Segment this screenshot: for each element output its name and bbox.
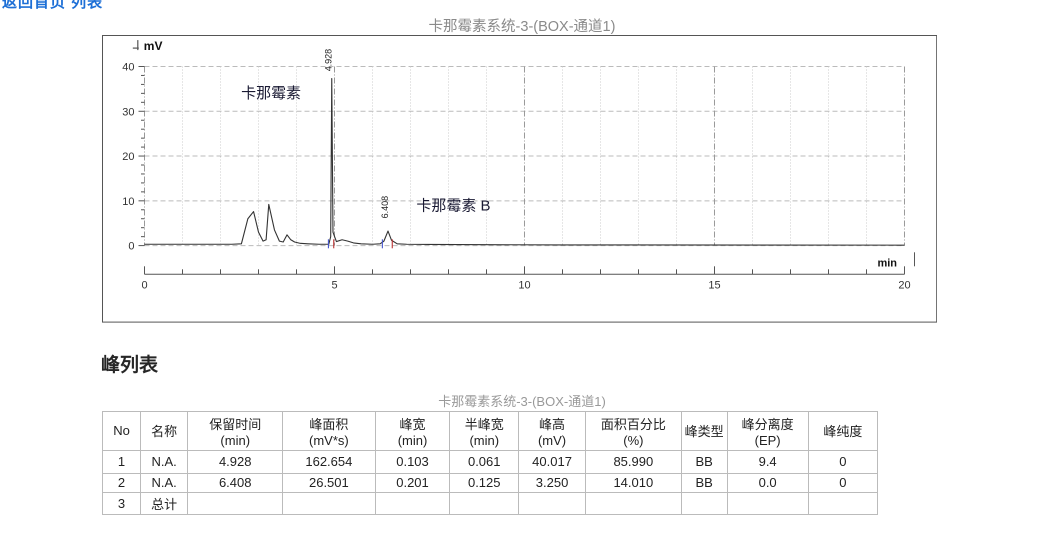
svg-text:0: 0 (128, 241, 134, 253)
svg-text:15: 15 (708, 280, 720, 292)
svg-text:mV: mV (143, 39, 162, 53)
svg-text:卡那霉素 B: 卡那霉素 B (416, 198, 490, 215)
svg-text:30: 30 (122, 107, 134, 119)
svg-text:min: min (877, 258, 897, 270)
svg-text:5: 5 (331, 280, 337, 292)
svg-text:6.408: 6.408 (379, 196, 389, 218)
svg-text:10: 10 (122, 196, 134, 208)
svg-text:20: 20 (898, 280, 910, 292)
svg-text:0: 0 (141, 280, 147, 292)
svg-text:10: 10 (518, 280, 530, 292)
svg-text:40: 40 (122, 62, 134, 74)
svg-text:4.928: 4.928 (323, 49, 333, 71)
svg-text:20: 20 (122, 151, 134, 163)
svg-text:卡那霉素: 卡那霉素 (241, 85, 301, 102)
